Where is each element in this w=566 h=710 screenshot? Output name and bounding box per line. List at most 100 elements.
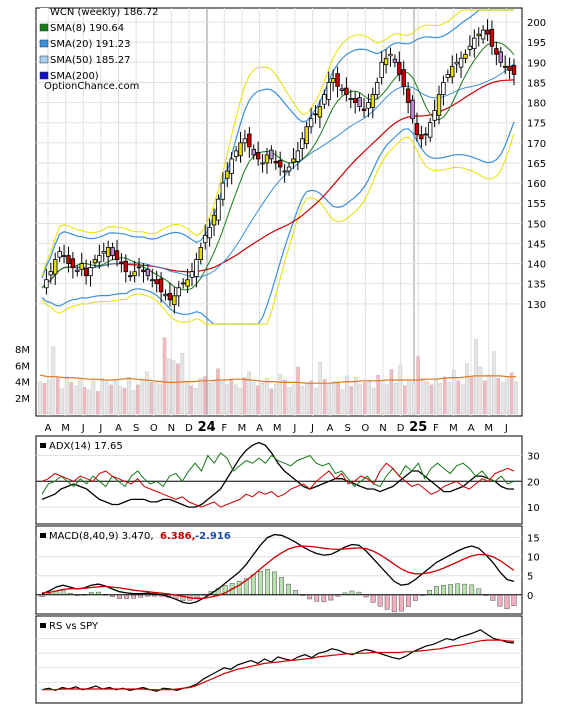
candle-body [75,269,80,273]
volume-bar [87,389,91,415]
price-tick-label: 165 [527,159,546,170]
volume-bar [265,378,269,415]
volume-bar [371,387,376,415]
macd-histogram-bar [391,594,397,613]
volume-bar [113,380,118,415]
volume-bar [483,380,487,415]
macd-histogram-bar [462,583,468,595]
candle-body [176,287,181,297]
candle-body [154,279,159,285]
volume-bar [389,369,394,415]
macd-tick-label: 10 [527,553,540,564]
macd-histogram-bar [448,584,453,595]
volume-bar [216,368,220,415]
volume-bar [322,378,327,415]
candle-body [282,170,287,173]
volume-bar [260,383,265,415]
volume-bar [505,376,509,415]
price-tick-label: 130 [527,300,546,311]
candle-body [401,69,406,87]
candle-body [397,61,402,75]
candle-body [269,149,274,160]
volume-bar [314,387,318,415]
volume-bar [211,379,216,415]
macd-histogram-label: -2.916 [195,531,231,542]
volume-bar [340,389,345,415]
legend-entry: WCN (weekly) 186.72 [50,7,158,18]
x-axis-month-label: M [449,423,458,434]
macd-histogram-bar [279,577,284,595]
x-axis-month-label: J [310,423,314,434]
macd-histogram-bar [497,594,503,607]
macd-histogram-bar [250,574,256,595]
volume-bar [376,374,380,415]
volume-bar [456,380,460,415]
volume-bar [162,337,167,415]
candle-body [352,98,358,103]
volume-bar [193,387,198,415]
candle-body [273,160,278,164]
volume-average-line [39,374,516,384]
volume-bar [69,382,73,415]
volume-bar [380,380,385,415]
macd-histogram-bar [455,583,461,595]
macd-histogram-bar [286,583,291,595]
volume-bar [153,380,158,415]
volume-bar [336,383,340,415]
candle-body [507,65,512,71]
candle-body [427,122,433,138]
volume-bar [514,381,518,415]
volume-tick-label: 4M [15,378,30,389]
macd-histogram-bar [427,589,432,595]
candle-body [498,51,503,63]
candle-body [278,160,283,168]
x-axis-month-label: F [221,423,227,434]
volume-bar [438,383,443,415]
candle-body [57,251,62,258]
volume-bar [305,382,309,415]
volume-bar [500,382,505,415]
volume-tick-label: 2M [15,394,30,405]
x-axis-month-label: S [345,423,351,434]
volume-bar [225,383,229,415]
price-tick-label: 160 [527,179,546,190]
volume-bar [60,388,65,415]
candle-body [247,133,252,148]
keltner-upper-line [41,9,514,277]
candle-body [158,278,164,293]
candle-body [119,261,124,265]
candle-body [454,61,459,65]
candle-body [220,182,226,200]
volume-bar [420,378,425,415]
volume-bar [496,378,501,415]
volume-bar [100,378,105,415]
macd-histogram-bar [377,594,383,607]
candle-body [339,88,345,91]
adx-tick-label: 10 [527,503,540,514]
candle-body [216,198,221,221]
macd-histogram-bar [405,594,411,607]
adx-series-line [41,452,515,495]
candle-body [44,279,49,289]
macd-histogram-bar [117,594,122,599]
volume-bar [273,383,278,415]
volume-bar [331,381,336,415]
candle-body [489,28,495,47]
volume-bar [509,372,514,415]
volume-bar [140,379,145,415]
x-axis-year-label: 24 [198,420,216,435]
macd-histogram-bar [272,571,277,595]
macd-series-line [41,545,515,600]
candle-body [260,162,265,165]
price-tick-label: 145 [527,239,546,250]
x-axis-month-label: M [484,423,493,434]
candle-body [485,29,490,35]
volume-bar [407,379,412,415]
volume-bar [233,384,238,415]
volume-bar [256,385,260,415]
candle-body [330,78,336,83]
macd-histogram-bar [398,594,404,612]
candle-body [264,154,270,164]
bollinger-lower-line [41,121,515,325]
